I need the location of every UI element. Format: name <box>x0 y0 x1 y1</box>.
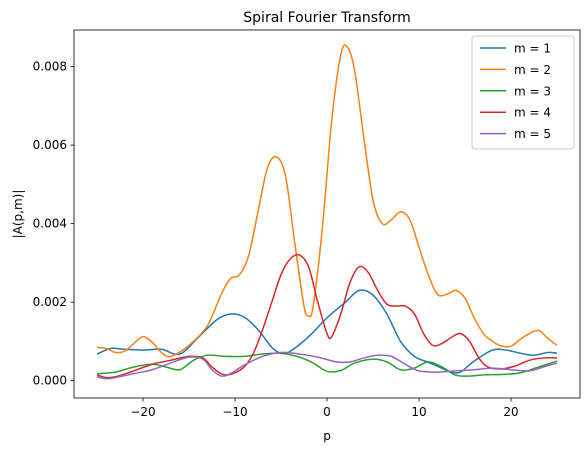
y-axis: 0.000 0.002 0.004 0.006 0.008 <box>33 60 74 388</box>
legend-box <box>471 35 575 150</box>
x-tick-label: −10 <box>222 405 247 419</box>
x-tick-label: 0 <box>323 405 331 419</box>
legend-label-m1: m = 1 <box>514 42 551 56</box>
series-line-m4 <box>96 253 558 379</box>
x-axis-label: p <box>323 429 331 443</box>
series-line-m3 <box>96 352 558 377</box>
legend-label-m5: m = 5 <box>514 127 551 141</box>
y-tick-label: 0.006 <box>33 138 67 152</box>
x-tick-label: −20 <box>130 405 155 419</box>
x-tick-label: 20 <box>503 405 518 419</box>
y-tick-label: 0.004 <box>33 217 67 231</box>
legend: m = 1 m = 2 m = 3 m = 4 m = 5 <box>471 35 575 150</box>
series-line-m5 <box>96 351 558 380</box>
y-tick-label: 0.000 <box>33 374 67 388</box>
chart-title: Spiral Fourier Transform <box>243 10 410 26</box>
series-line-m1 <box>96 289 558 374</box>
plot-area <box>96 44 558 380</box>
y-axis-label: |A(p,m)| <box>11 190 25 239</box>
series-line-m2 <box>96 44 558 358</box>
legend-label-m4: m = 4 <box>514 106 551 120</box>
legend-label-m3: m = 3 <box>514 84 551 98</box>
x-axis: −20 −10 0 10 20 <box>130 398 519 419</box>
y-tick-label: 0.008 <box>33 60 67 74</box>
y-tick-label: 0.002 <box>33 295 67 309</box>
x-tick-label: 10 <box>411 405 426 419</box>
legend-label-m2: m = 2 <box>514 63 551 77</box>
